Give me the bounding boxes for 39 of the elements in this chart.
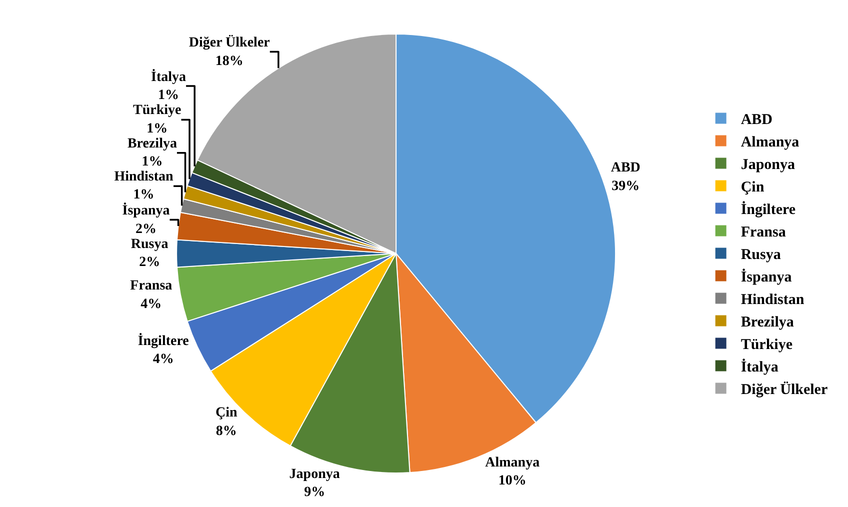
slice-label: ABD [610, 160, 640, 176]
data-label: 18% [215, 54, 244, 69]
legend-label: İngiltere [740, 201, 796, 218]
slice-label: Fransa [130, 278, 172, 294]
data-label: 1% [133, 188, 154, 203]
slice-label: Türkiye [132, 103, 182, 118]
data-label: 8% [216, 424, 237, 439]
data-label: 2% [135, 222, 156, 237]
legend-label: Diğer Ülkeler [740, 381, 828, 398]
data-label: 2% [139, 255, 160, 270]
slice-label: Japonya [289, 466, 340, 482]
data-label: 4% [140, 296, 162, 312]
legend-label: ABD [740, 112, 773, 128]
data-label: 9% [304, 485, 326, 500]
legend-label: Türkiye [740, 337, 793, 354]
data-label: 1% [142, 154, 163, 170]
data-label: 1% [146, 121, 168, 136]
data-label: 10% [498, 474, 526, 489]
legend-label: Almanya [740, 134, 800, 151]
legend-label: İspanya [740, 268, 792, 286]
slice-label: Rusya [130, 236, 168, 252]
legend-label: Hindistan [740, 292, 805, 308]
data-label: 39% [612, 178, 640, 194]
slice-label: İspanya [122, 202, 170, 219]
slice-label: Diğer Ülkeler [188, 34, 270, 51]
legend-label: Brezilya [740, 314, 794, 331]
legend-label: Fransa [740, 224, 786, 241]
data-label: 4% [152, 352, 174, 368]
slice-label: İngiltere [138, 332, 189, 349]
legend-label: Japonya [740, 157, 796, 174]
legend-label: Rusya [740, 247, 782, 264]
legend-label: Çin [740, 180, 765, 196]
data-label: 1% [158, 88, 180, 104]
legend-label: İtalya [740, 358, 779, 376]
slice-label: Çin [215, 406, 238, 421]
slice-label: İtalya [151, 68, 186, 85]
slice-label: Almanya [485, 455, 540, 470]
slice-label: Brezilya [127, 136, 177, 152]
slice-label: Hindistan [114, 170, 174, 184]
